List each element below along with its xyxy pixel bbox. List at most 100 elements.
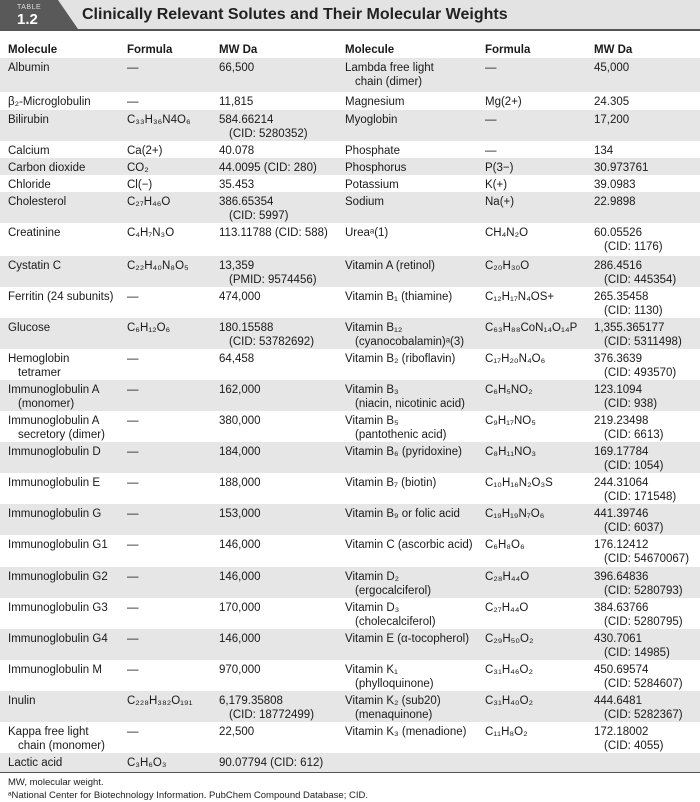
cell-formula-right: C₂₉H₅₀O₂: [485, 629, 594, 660]
table-row: Inulin C₂₂₈H₃₈₂O₁₉₁ 6,179.35808 (CID: 1877…: [0, 691, 700, 722]
table-header-bar: TABLE 1.2 Clinically Relevant Solutes an…: [0, 0, 700, 31]
cell-molecule: Bilirubin: [0, 110, 127, 141]
cell-molecule: Immunoglobulin G3: [8, 602, 108, 614]
cell-molecule: β₂-Microglobulin: [8, 96, 91, 108]
cell-mw-right: 134: [594, 145, 614, 157]
cell-mw: 66,500: [219, 58, 345, 92]
cell-formula: —: [127, 664, 139, 676]
cell-molecule: Inulin: [0, 691, 127, 722]
cell-formula-right: C₃₁H₄₆O₂: [485, 664, 533, 676]
table-row: Cholesterol C₂₇H₄₆O 386.65354 (CID: 5997) S…: [0, 192, 700, 223]
cell-mw: 180.15588 (CID: 53782692): [219, 318, 345, 349]
table-row: Immunoglobulin E — 188,000 Vitamin B₇ (biot…: [0, 473, 700, 504]
cell-mw: 40.078: [219, 145, 255, 157]
table-row: Immunoglobulin D —184,000 Vitamin B₆ (pyri…: [0, 442, 700, 473]
cell-mw-right: 17,200: [594, 110, 700, 141]
cell-formula: —: [127, 629, 219, 660]
cell-formula-right: C₈H₁₁NO₃: [485, 442, 594, 473]
cell-mw-right: 30.973761: [594, 158, 700, 175]
cell-formula: —: [127, 58, 219, 92]
cell-mw: 474,000: [219, 291, 261, 303]
cell-mw-right: 172.18002 (CID: 4055): [594, 726, 664, 752]
cell-formula-right: CH₄N₂O: [485, 227, 529, 239]
table-row: Bilirubin C₃₃H₃₆N4O₆ 584.66214 (CID: 52803…: [0, 110, 700, 141]
cell-mw-right: 45,000: [594, 58, 700, 92]
cell-formula-right: C₂₀H₃₀O: [485, 256, 594, 287]
cell-mw: 162,000: [219, 380, 345, 411]
cell-mw: 11,815: [219, 96, 254, 108]
table-row: Cystatin C C₂₂H₄₀N₈O₅ 13,359 (PMID: 957445…: [0, 256, 700, 287]
cell-mw-right: 219.23498 (CID: 6613): [594, 415, 664, 441]
cell-molecule: Immunoglobulin A secretory (dimer): [8, 415, 105, 441]
cell-formula: CO₂: [127, 158, 219, 175]
cell-mw: 188,000: [219, 477, 261, 489]
table-row: Immunoglobulin G2—146,000 Vitamin D₂ (erg…: [0, 567, 700, 598]
cell-mw-right: 286.4516 (CID: 445354): [594, 256, 700, 287]
cell-molecule-right: Vitamin D₂ (ergocalciferol): [345, 567, 485, 598]
table-row: Lactic acid C₃H₆O₃ 90.07794 (CID: 612): [0, 753, 700, 773]
cell-mw-right: 176.12412 (CID: 54670067): [594, 539, 690, 565]
cell-formula: —: [127, 504, 219, 535]
cell-formula: —: [127, 726, 139, 738]
cell-mw: 113.11788 (CID: 588): [219, 227, 328, 239]
table-label: TABLE: [17, 4, 42, 11]
solutes-table: Molecule Formula MW Da Molecule Formula …: [0, 40, 700, 773]
cell-molecule-right: Phosphorus: [345, 158, 485, 175]
col-formula: Formula: [127, 44, 173, 56]
cell-mw: 6,179.35808 (CID: 18772499): [219, 691, 345, 722]
cell-mw-right: [594, 753, 700, 773]
table-row: Glucose C₆H₁₂O₆ 180.15588 (CID: 53782692) V…: [0, 318, 700, 349]
column-header-row: Molecule Formula MW Da Molecule Formula …: [0, 40, 700, 58]
table-number: 1.2: [17, 11, 38, 28]
cell-molecule-right: Vitamin B₁₂ (cyanocobalamin)ᵃ(3): [345, 318, 485, 349]
cell-mw-right: 441.39746 (CID: 6037): [594, 504, 700, 535]
cell-formula-right: C₂₈H₄₄O: [485, 567, 594, 598]
table-row: Immunoglobulin A secretory (dimer) — 380,0…: [0, 411, 700, 442]
cell-molecule-right: Potassium: [345, 179, 399, 191]
cell-formula: —: [127, 380, 219, 411]
table-row: Immunoglobulin G —153,000 Vitamin B₉ or fo…: [0, 504, 700, 535]
cell-mw: 380,000: [219, 415, 261, 427]
cell-formula: C₂₇H₄₆O: [127, 192, 219, 223]
cell-mw-right: 450.69574 (CID: 5284607): [594, 664, 683, 690]
cell-molecule: Carbon dioxide: [0, 158, 127, 175]
cell-molecule: Cystatin C: [0, 256, 127, 287]
cell-molecule-right: Vitamin B₉ or folic acid: [345, 504, 485, 535]
cell-molecule: Immunoglobulin G4: [0, 629, 127, 660]
cell-mw: 90.07794 (CID: 612): [219, 753, 345, 773]
cell-molecule: Immunoglobulin E: [8, 477, 101, 489]
cell-mw: 170,000: [219, 602, 261, 614]
cell-molecule-right: Lambda free light chain (dimer): [345, 58, 485, 92]
cell-formula-right: C₁₀H₁₆N₂O₃S: [485, 477, 553, 489]
cell-formula-right: —: [485, 110, 594, 141]
cell-formula-right: Na(+): [485, 192, 594, 223]
cell-molecule: Chloride: [8, 179, 51, 191]
cell-formula: —: [127, 291, 139, 303]
cell-mw-right: 444.6481 (CID: 5282367): [594, 691, 700, 722]
table-row: β₂-Microglobulin — 11,815 Magnesium Mg(2+) 24…: [0, 92, 700, 110]
cell-molecule-right: Vitamin B₃ (niacin, nicotinic acid): [345, 380, 485, 411]
cell-mw-right: 22.9898: [594, 192, 700, 223]
cell-mw-right: 60.05526 (CID: 1176): [594, 227, 663, 253]
table-row: Ferritin (24 subunits) — 474,000 Vitamin B₁…: [0, 287, 700, 318]
cell-molecule: Cholesterol: [0, 192, 127, 223]
cell-mw: 22,500: [219, 726, 255, 738]
cell-molecule-right: Magnesium: [345, 96, 405, 108]
table-row: Hemoglobin tetramer — 64,458 Vitamin B₂ (ri…: [0, 349, 700, 380]
cell-molecule-right: Myoglobin: [345, 110, 485, 141]
table-row: Kappa free light chain (monomer) — 22,500 V…: [0, 722, 700, 753]
cell-mw: 584.66214 (CID: 5280352): [219, 110, 345, 141]
cell-formula: —: [127, 442, 219, 473]
cell-molecule: Albumin: [0, 58, 127, 92]
col-mw-right: MW Da: [594, 44, 633, 56]
cell-molecule: Immunoglobulin G2: [0, 567, 127, 598]
footnote-source: ᵃNational Center for Biotechnology Infor…: [8, 790, 368, 801]
cell-mw-right: 376.3639 (CID: 493570): [594, 353, 677, 379]
cell-molecule-right: Ureaᵃ(1): [345, 227, 389, 239]
cell-molecule: Creatinine: [8, 227, 61, 239]
cell-mw: 146,000: [219, 629, 345, 660]
cell-mw-right: 396.64836 (CID: 5280793): [594, 567, 700, 598]
cell-formula-right: P(3−): [485, 158, 594, 175]
cell-formula-right: —: [485, 145, 497, 157]
cell-formula: —: [127, 477, 139, 489]
